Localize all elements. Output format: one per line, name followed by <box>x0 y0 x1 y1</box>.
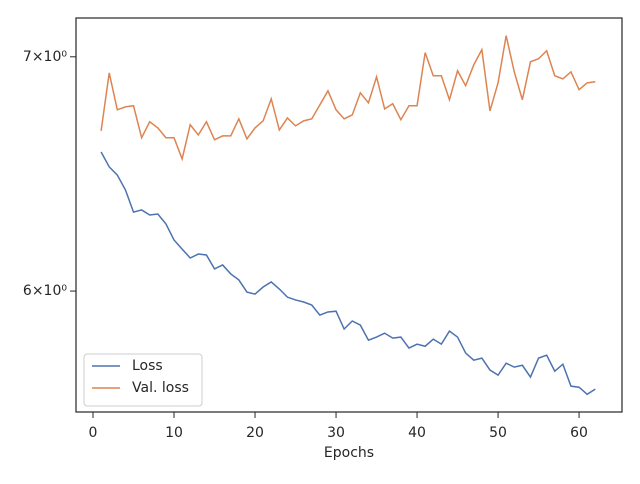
legend: Loss Val. loss <box>83 353 203 407</box>
legend-label: Loss <box>132 358 163 374</box>
x-axis-label: Epochs <box>324 445 374 461</box>
x-tick-label: 20 <box>246 425 264 441</box>
line <box>100 35 596 162</box>
legend-label: Val. loss <box>132 380 189 396</box>
x-tick-label: 10 <box>165 425 183 441</box>
x-tick-label: 40 <box>408 425 426 441</box>
x-tick-label: 30 <box>327 425 345 441</box>
y-tick-label: 6×10⁰ <box>23 283 67 299</box>
axes-frame <box>75 17 623 413</box>
y-tick-label: 7×10⁰ <box>23 49 67 65</box>
x-tick-label: 60 <box>570 425 588 441</box>
x-tick-label: 50 <box>489 425 507 441</box>
x-tick-label: 0 <box>89 425 98 441</box>
legend-box <box>83 353 203 407</box>
line <box>100 151 596 396</box>
